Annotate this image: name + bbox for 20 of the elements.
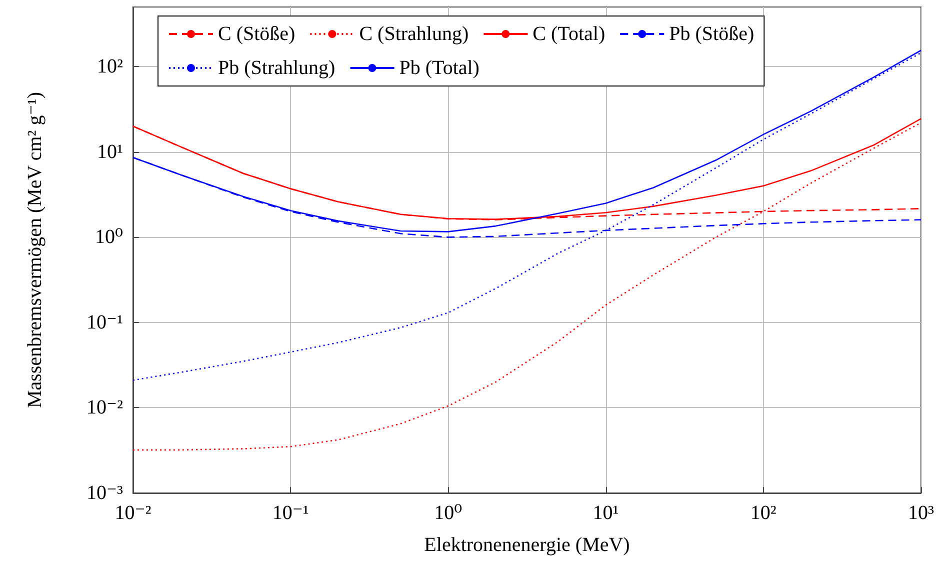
x-axis-title: Elektronenenergie (MeV) — [424, 534, 630, 556]
legend-label: Pb (Total) — [399, 57, 480, 79]
y-tick-label: 10⁻³ — [86, 482, 123, 504]
x-tick-label: 10³ — [908, 502, 934, 524]
y-tick-label: 10² — [97, 56, 123, 78]
y-tick-label: 10⁻² — [86, 396, 123, 419]
y-tick-label: 10⁰ — [94, 226, 123, 248]
x-tick-label: 10¹ — [592, 502, 619, 524]
legend-label: C (Strahlung) — [359, 23, 469, 45]
x-tick-label: 10⁻² — [114, 502, 152, 524]
y-tick-label: 10¹ — [97, 140, 123, 163]
x-tick-label: 10⁰ — [434, 502, 462, 524]
legend-label: Pb (Strahlung) — [218, 57, 336, 79]
legend-label: C (Stöße) — [218, 23, 296, 45]
legend-label: C (Total) — [532, 23, 606, 45]
x-tick-label: 10² — [750, 502, 776, 524]
legend-label: Pb (Stöße) — [669, 23, 754, 45]
y-axis-title: Massenbremsvermögen (MeV cm² g⁻¹) — [24, 92, 46, 408]
x-tick-label: 10⁻¹ — [272, 502, 309, 524]
y-tick-label: 10⁻¹ — [86, 311, 123, 334]
